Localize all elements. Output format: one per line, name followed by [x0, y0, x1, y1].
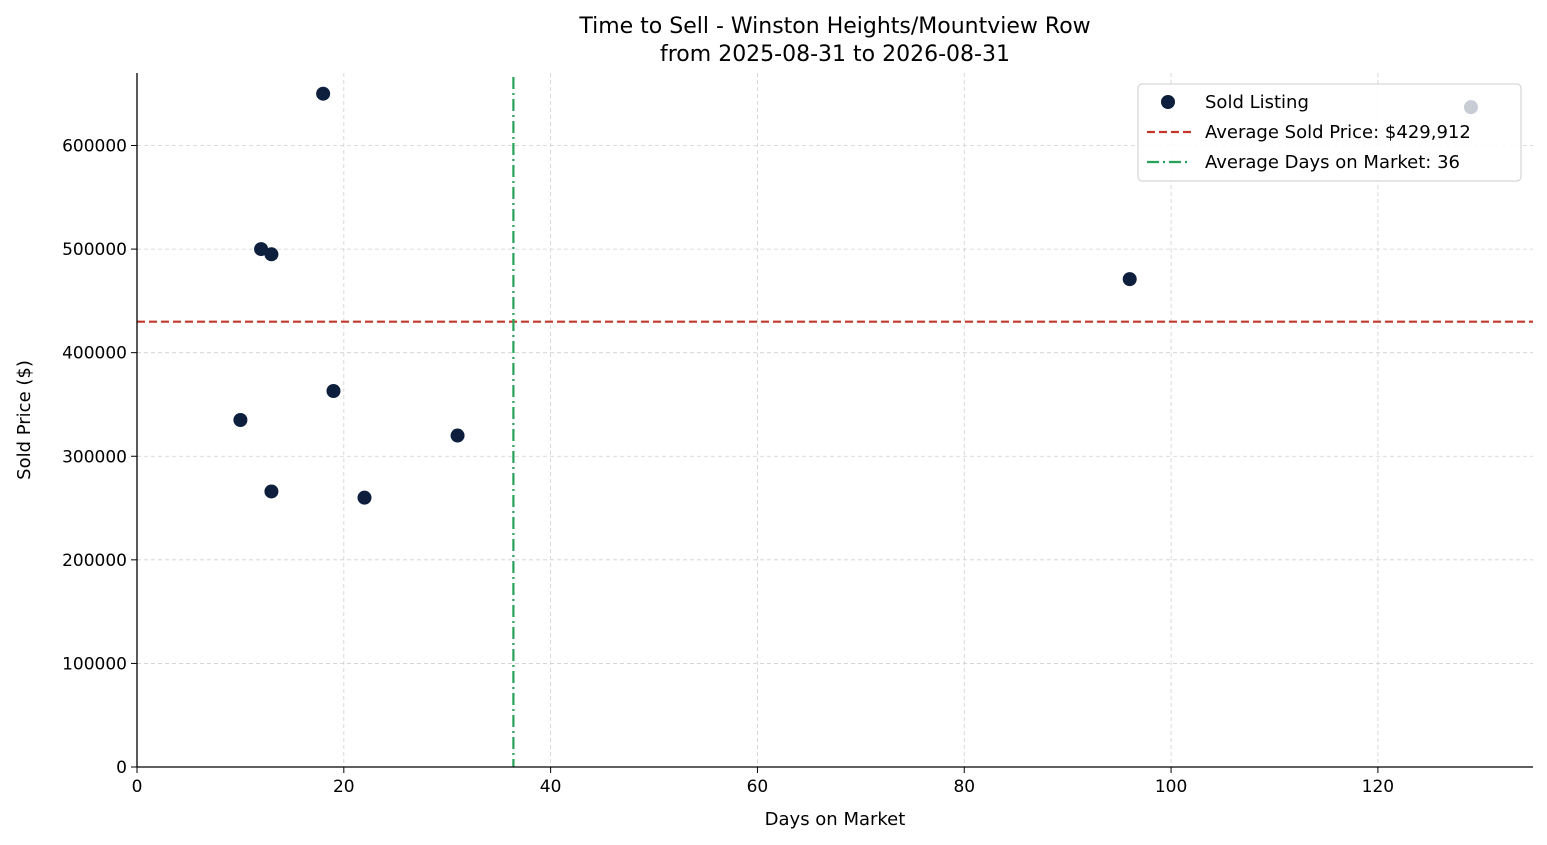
legend-box — [1137, 83, 1522, 182]
sold-listing-point — [316, 86, 331, 101]
x-tick-label: 0 — [132, 777, 143, 797]
x-tick-label: 100 — [1155, 777, 1187, 797]
chart-subtitle: from 2025-08-31 to 2026-08-31 — [660, 42, 1010, 67]
y-tick-label: 0 — [116, 758, 127, 778]
x-tick-label: 120 — [1362, 777, 1394, 797]
reference-lines — [137, 77, 1533, 767]
sold-listing-point — [1122, 272, 1137, 287]
x-tick-label: 20 — [333, 777, 355, 797]
sold-listing-point — [254, 242, 269, 257]
y-tick-label: 600000 — [62, 137, 127, 157]
sold-listing-point — [264, 484, 279, 499]
x-tick-label: 40 — [540, 777, 562, 797]
y-axis-label: Sold Price ($) — [14, 360, 35, 480]
sold-listing-point — [450, 428, 465, 443]
faded-point — [1463, 100, 1478, 115]
y-tick-label: 500000 — [62, 240, 127, 260]
sold-listing-point — [357, 490, 372, 505]
legend-sold-listing-marker — [1161, 95, 1175, 109]
data-points — [233, 86, 1137, 505]
y-tick-label: 400000 — [62, 344, 127, 364]
legend-average-days-label: Average Days on Market: 36 — [1205, 152, 1460, 173]
axes: 0 20 40 60 80 100 120 0 100000 200000 300000 400000… — [62, 73, 1533, 797]
x-axis-label: Days on Market — [765, 809, 906, 830]
legend: Sold Listing Average Sold Price: $429,912… — [1137, 83, 1522, 182]
legend-sold-listing-label: Sold Listing — [1205, 92, 1309, 113]
sold-listing-point — [233, 413, 248, 427]
y-tick-label: 100000 — [62, 654, 127, 674]
sold-listing-point — [264, 247, 279, 262]
y-tick-label: 300000 — [62, 447, 127, 467]
x-tick-label: 60 — [747, 777, 769, 797]
legend-average-price-label: Average Sold Price: $429,912 — [1205, 122, 1471, 143]
y-tick-label: 200000 — [62, 551, 127, 571]
chart-title: Time to Sell - Winston Heights/Mountview… — [578, 14, 1090, 39]
sold-listing-point — [326, 383, 341, 398]
x-tick-label: 80 — [953, 777, 975, 797]
